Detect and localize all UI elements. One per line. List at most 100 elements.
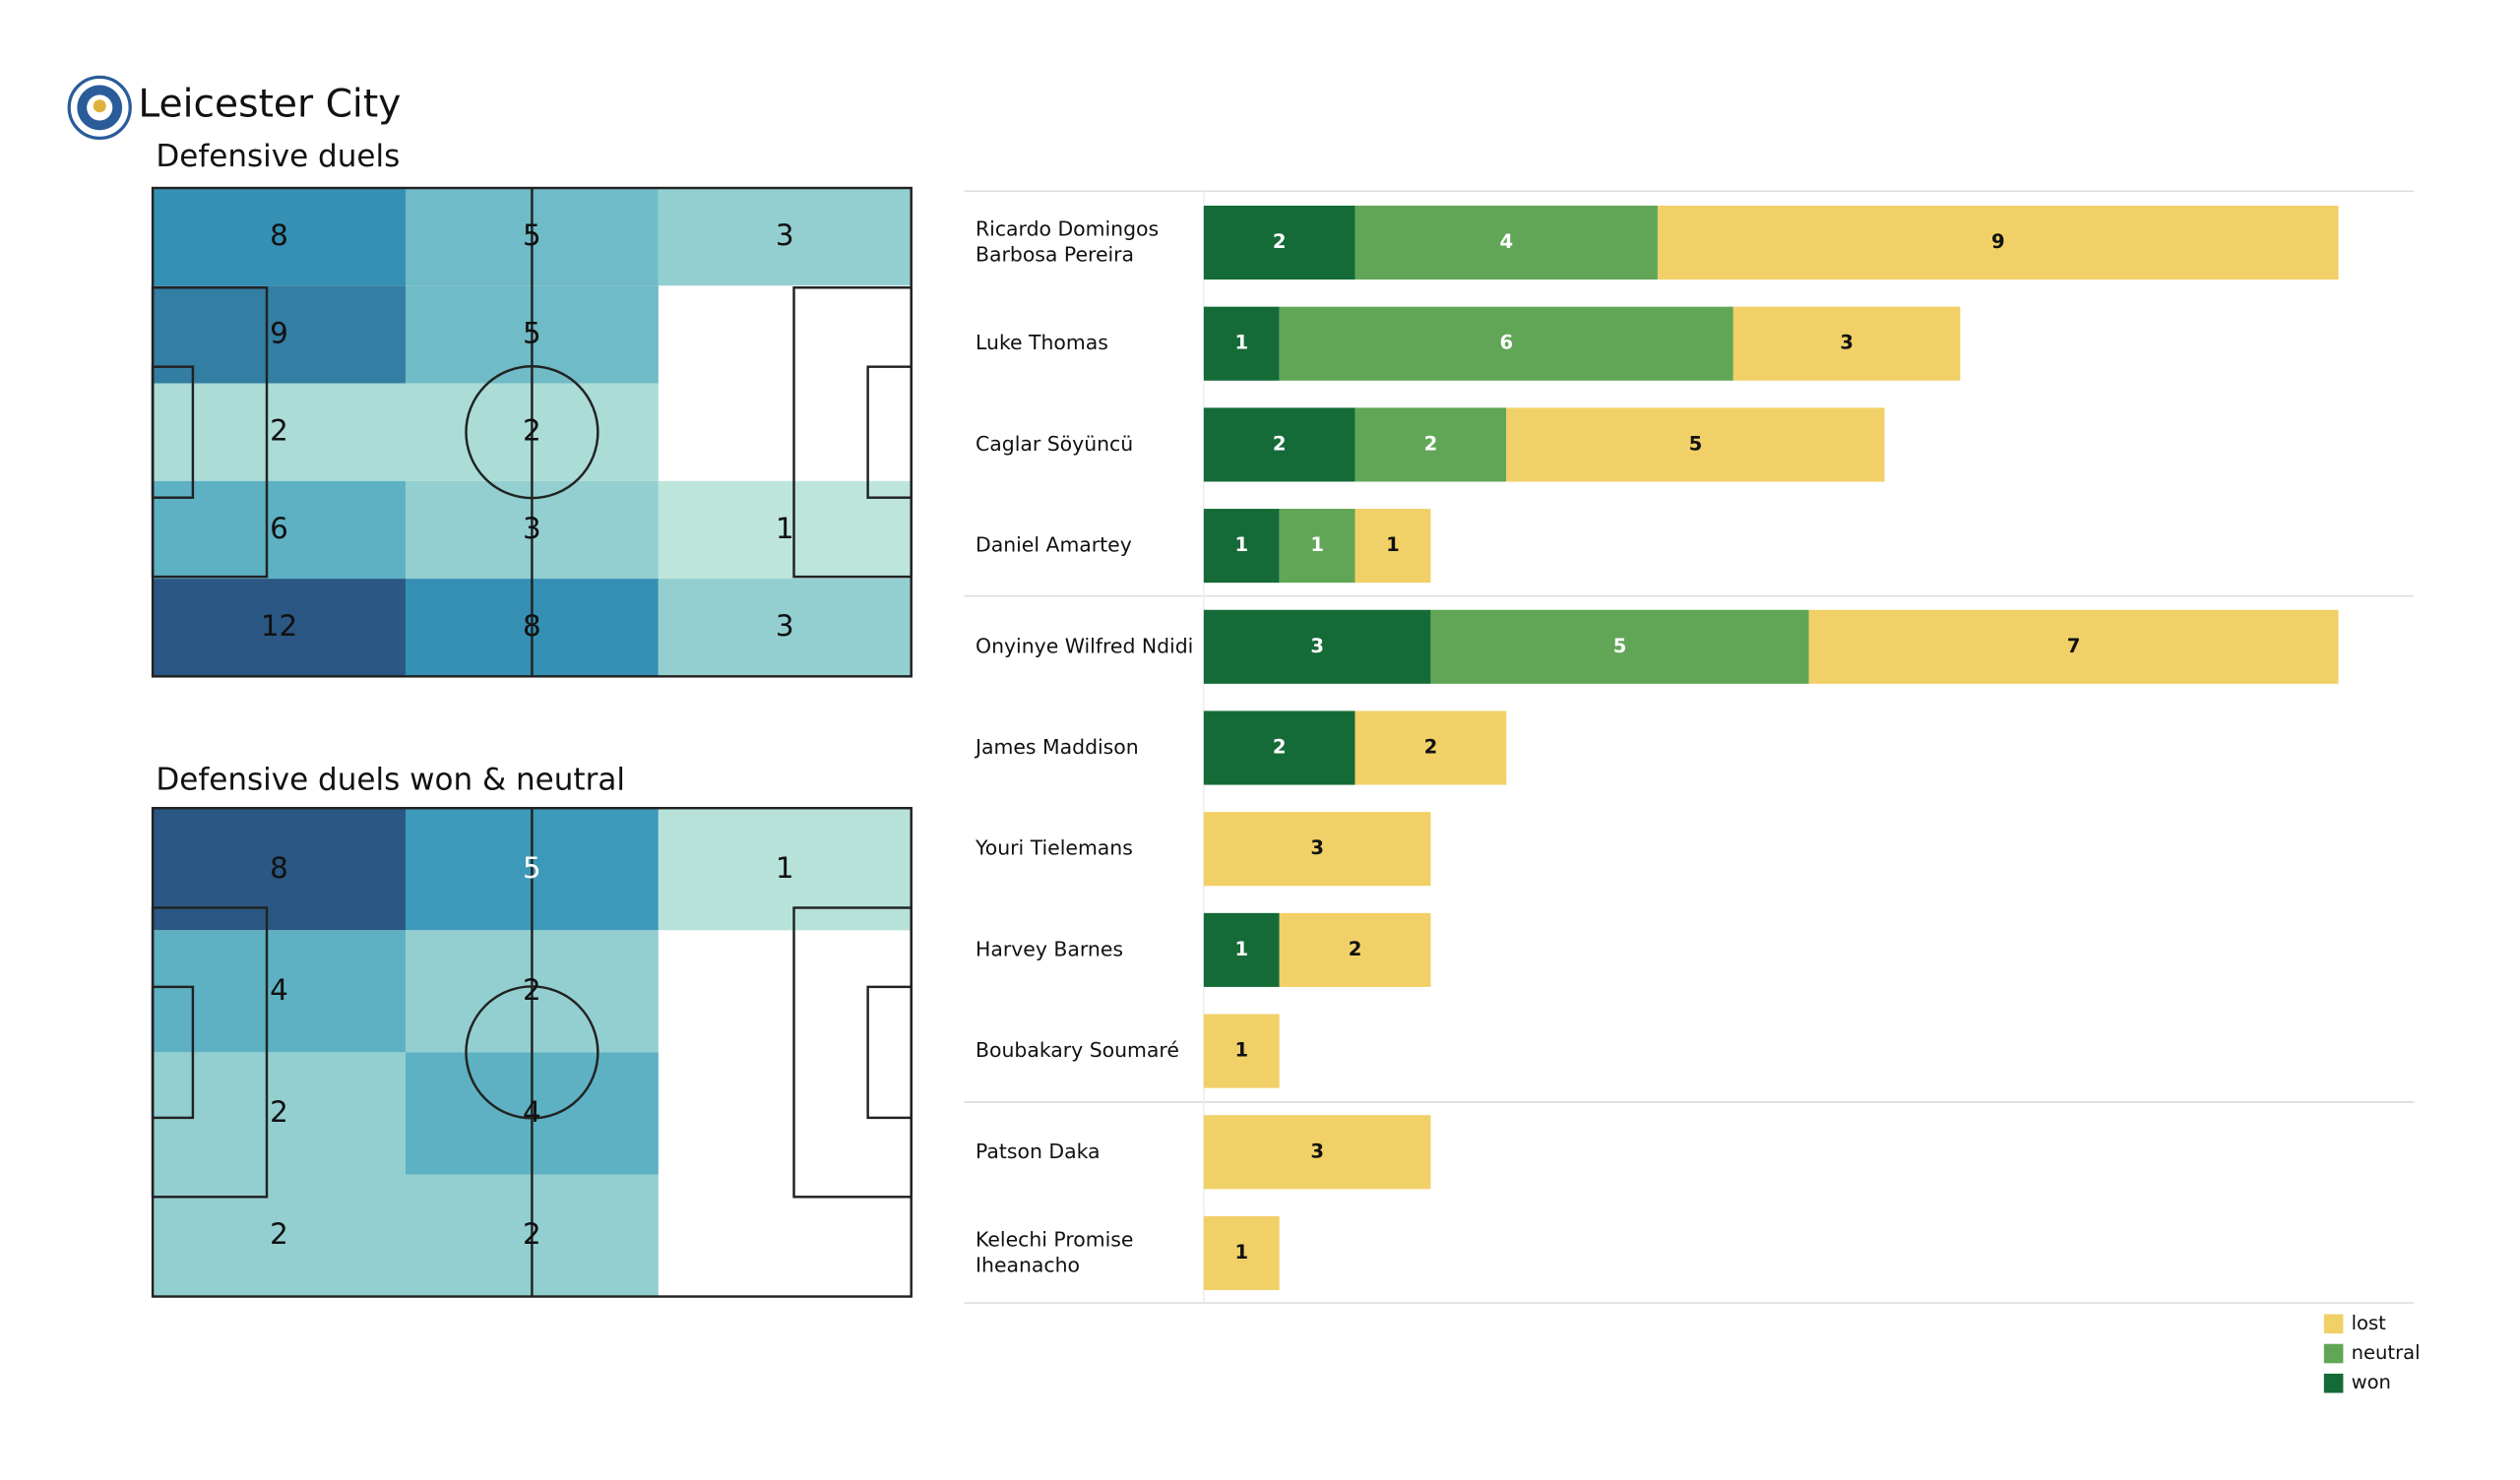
goal-area xyxy=(151,365,195,499)
heatmap-title: Defensive duels won & neutral xyxy=(156,762,625,797)
heatmap-label: 5 xyxy=(523,851,541,885)
team-title: Leicester City xyxy=(138,82,401,126)
bar-label: 2 xyxy=(1424,432,1438,455)
heatmap-label: 3 xyxy=(523,512,541,545)
bar-label: 1 xyxy=(1234,938,1248,960)
bar-segment xyxy=(1203,710,1355,785)
centre-circle xyxy=(465,365,599,500)
goal-area xyxy=(151,985,195,1120)
heatmap-label: 5 xyxy=(523,316,541,349)
bar-label: 2 xyxy=(1424,736,1438,759)
player-name: Caglar Söyüncü xyxy=(976,432,1133,456)
heatmap-label: 8 xyxy=(270,851,288,885)
heatmap-cell xyxy=(153,383,406,481)
heatmap-label: 8 xyxy=(523,609,541,643)
player-name: Luke Thomas xyxy=(976,331,1108,354)
bar-segment xyxy=(1657,205,2339,280)
player-name: Boubakary Soumaré xyxy=(976,1038,1179,1062)
heatmap-label: 2 xyxy=(523,414,541,448)
heatmap-cell xyxy=(153,480,406,580)
heatmap-cell xyxy=(658,579,912,677)
bar-segment xyxy=(1279,912,1431,987)
heatmap-label: 2 xyxy=(523,973,541,1007)
bar-segment xyxy=(1203,609,1431,684)
legend-swatch xyxy=(2323,1314,2344,1334)
bar-segment xyxy=(1506,407,1885,482)
bar-label: 2 xyxy=(1273,230,1287,253)
bar-segment xyxy=(1203,912,1280,987)
heatmap-cell xyxy=(153,930,406,1053)
heatmap-title: Defensive duels xyxy=(156,139,400,174)
bar-label: 2 xyxy=(1273,432,1287,455)
bar-segment xyxy=(1203,509,1280,584)
bar-label: 3 xyxy=(1840,332,1854,354)
bar-segment xyxy=(1732,306,1961,381)
legend-swatch xyxy=(2323,1343,2344,1364)
heatmap-label: 9 xyxy=(270,316,288,349)
player-name: Ricardo Domingos Barbosa Pereira xyxy=(976,216,1159,266)
bar-segment xyxy=(1203,1215,1280,1291)
bar-segment xyxy=(1430,609,1809,684)
player-name: Kelechi Promise Iheanacho xyxy=(976,1227,1133,1276)
heatmap-label: 3 xyxy=(776,609,794,643)
goal-area xyxy=(866,985,913,1120)
player-name: Patson Daka xyxy=(976,1140,1101,1163)
bar-segment xyxy=(1203,1014,1280,1088)
bar-label: 1 xyxy=(1234,1241,1248,1264)
heatmap-label: 4 xyxy=(523,1095,541,1129)
heatmap-label: 2 xyxy=(270,1217,288,1251)
bar-label: 3 xyxy=(1310,836,1324,859)
bar-label: 1 xyxy=(1386,533,1400,556)
heatmap-label: 2 xyxy=(523,1217,541,1251)
bar-label: 2 xyxy=(1349,938,1362,960)
heatmap-cell xyxy=(153,579,406,677)
heatmap-cell xyxy=(153,1174,406,1297)
bar-segment xyxy=(1279,509,1355,584)
bar-label: 1 xyxy=(1234,332,1248,354)
heatmap-label: 2 xyxy=(270,1095,288,1129)
heatmap-label: 8 xyxy=(270,218,288,252)
bar-label: 4 xyxy=(1499,230,1513,253)
legend-label: lost xyxy=(2352,1312,2387,1334)
bar-label: 2 xyxy=(1273,736,1287,759)
bar-segment xyxy=(1203,1115,1431,1190)
bar-label: 9 xyxy=(1991,230,2005,253)
player-name: Daniel Amartey xyxy=(976,533,1132,557)
bar-segment xyxy=(1354,509,1431,584)
heatmap-label: 3 xyxy=(776,218,794,252)
bar-label: 5 xyxy=(1613,635,1627,657)
bar-segment xyxy=(1808,609,2339,684)
bar-label: 5 xyxy=(1689,432,1703,455)
bar-segment xyxy=(1203,306,1280,381)
player-name: Harvey Barnes xyxy=(976,937,1123,960)
penalty-box xyxy=(792,906,913,1199)
heatmap-label: 2 xyxy=(270,414,288,448)
legend-swatch xyxy=(2323,1373,2344,1393)
legend-label: won xyxy=(2352,1371,2391,1393)
bar-label: 7 xyxy=(2067,635,2081,657)
bar-segment xyxy=(1354,407,1507,482)
heatmap-cell xyxy=(153,808,406,931)
heatmap-cell xyxy=(153,188,406,286)
bar-label: 3 xyxy=(1310,1140,1324,1162)
bar-segment xyxy=(1203,407,1355,482)
heatmap-cell xyxy=(153,285,406,384)
heatmap-label: 1 xyxy=(776,851,794,885)
heatmap-label: 6 xyxy=(270,512,288,545)
heatmap-cell xyxy=(153,1052,406,1175)
bar-segment xyxy=(1203,812,1431,887)
bar-segment xyxy=(1354,710,1507,785)
bar-segment xyxy=(1203,205,1355,280)
bar-segment xyxy=(1279,306,1733,381)
bar-label: 1 xyxy=(1234,533,1248,556)
heatmap-cell xyxy=(658,188,912,286)
player-name: James Maddison xyxy=(974,735,1139,759)
heatmap-label: 12 xyxy=(261,609,297,643)
goal-area xyxy=(866,365,913,499)
player-name: Onyinye Wilfred Ndidi xyxy=(976,634,1193,657)
heatmap-label: 1 xyxy=(776,512,794,545)
player-name: Youri Tielemans xyxy=(975,836,1133,860)
bar-segment xyxy=(1354,205,1658,280)
heatmap-label: 5 xyxy=(523,218,541,252)
